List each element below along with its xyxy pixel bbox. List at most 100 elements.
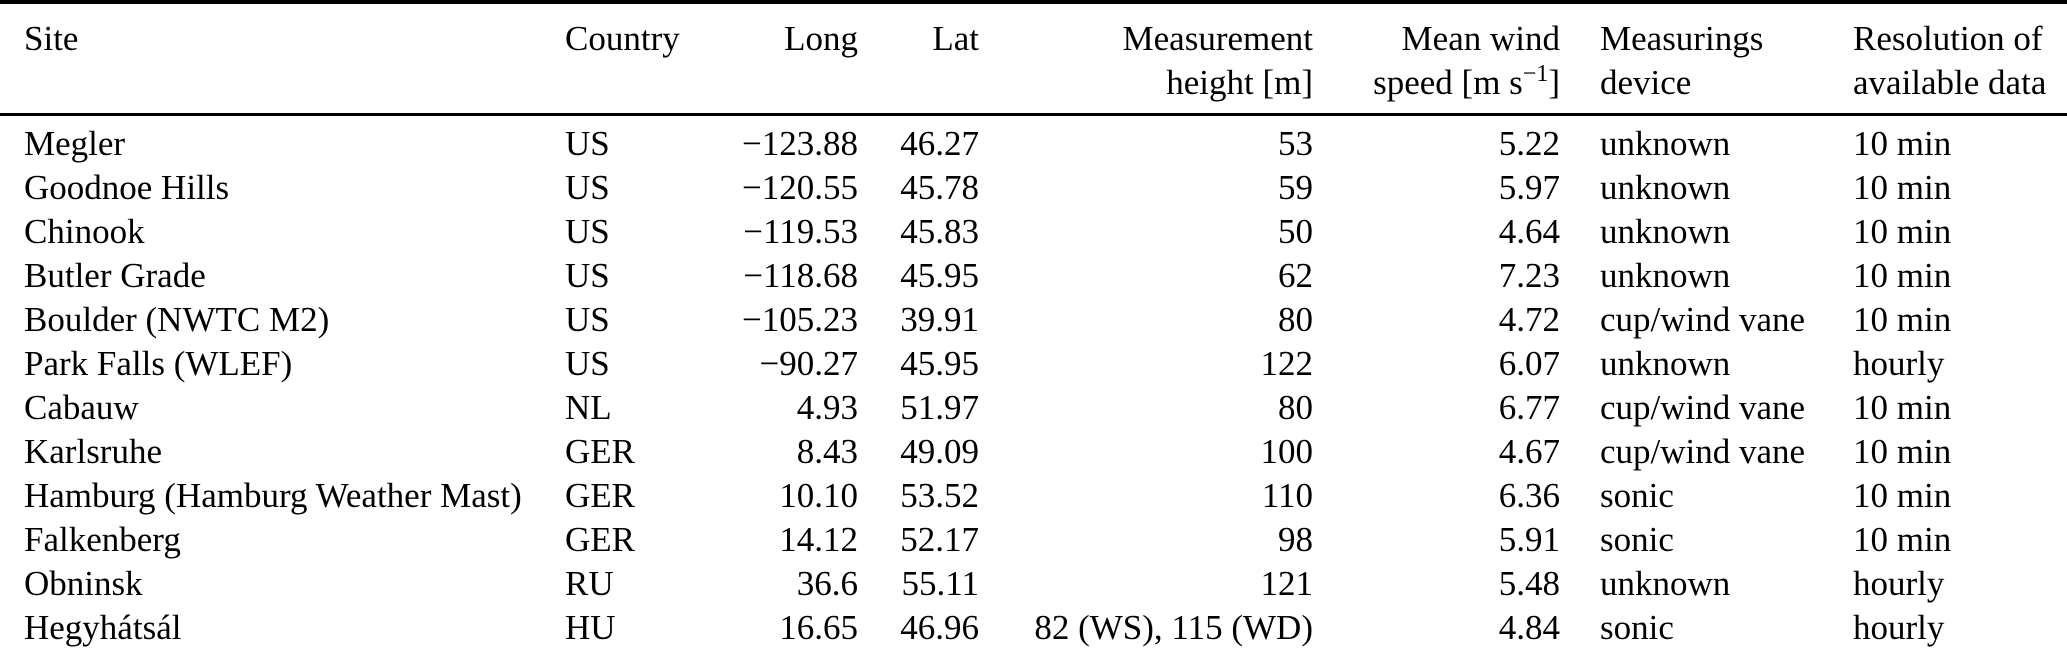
cell-device: cup/wind vane — [1600, 300, 1806, 339]
cell-device: unknown — [1600, 256, 1731, 295]
header-label-line1: Measurings — [1600, 19, 1764, 58]
cell-country: GER — [565, 520, 635, 559]
cell-site: Park Falls (WLEF) — [24, 344, 293, 383]
table-row: Park Falls (WLEF) US −90.27 45.95 122 6.07 unk… — [0, 342, 2067, 386]
cell-site: Falkenberg — [24, 520, 181, 559]
cell-lat: 55.11 — [901, 564, 979, 603]
cell-resolution: 10 min — [1853, 256, 1952, 295]
table-row: Chinook US −119.53 45.83 50 4.64 unknown 10 min — [0, 210, 2067, 254]
cell-lat: 52.17 — [900, 520, 979, 559]
cell-long: 8.43 — [796, 432, 858, 471]
header-label-line2: speed [m s−1] — [1313, 61, 1560, 109]
cell-resolution: 10 min — [1853, 520, 1952, 559]
cell-country: US — [565, 300, 610, 339]
cell-resolution: hourly — [1853, 344, 1945, 383]
header-label-line1: Mean wind — [1401, 19, 1560, 58]
table-row: Megler US −123.88 46.27 53 5.22 unknown 10 min — [0, 115, 2067, 167]
header-label-line2: height [m] — [1166, 63, 1313, 102]
cell-site: Goodnoe Hills — [24, 168, 230, 207]
header-label-line2: available data — [1853, 63, 2047, 102]
cell-country: US — [565, 344, 610, 383]
cell-device: sonic — [1600, 608, 1674, 647]
cell-lat: 49.09 — [900, 432, 979, 471]
cell-site: Obninsk — [24, 564, 143, 603]
speed-unit-superscript: −1 — [1522, 61, 1549, 87]
cell-long: 36.6 — [796, 564, 858, 603]
cell-height: 122 — [1260, 344, 1314, 383]
cell-lat: 53.52 — [900, 476, 979, 515]
column-header-mean-wind-speed: Mean wind speed [m s−1] — [1313, 2, 1560, 116]
cell-site: Butler Grade — [24, 256, 206, 295]
column-header-measurings-device: Measurings device — [1560, 2, 1853, 116]
cell-speed: 6.77 — [1498, 388, 1560, 427]
speed-unit-prefix: speed [m s — [1373, 63, 1523, 102]
cell-speed: 5.22 — [1498, 124, 1560, 163]
cell-speed: 4.72 — [1498, 300, 1560, 339]
cell-site: Karlsruhe — [24, 432, 163, 471]
cell-long: −119.53 — [743, 212, 858, 251]
header-label-line2: device — [1600, 63, 1692, 102]
column-header-country: Country — [547, 2, 719, 116]
cell-lat: 51.97 — [900, 388, 979, 427]
cell-lat: 45.95 — [900, 344, 979, 383]
cell-device: unknown — [1600, 124, 1731, 163]
table-row: Goodnoe Hills US −120.55 45.78 59 5.97 unknown… — [0, 166, 2067, 210]
cell-device: cup/wind vane — [1600, 432, 1806, 471]
cell-site: Hamburg (Hamburg Weather Mast) — [24, 476, 522, 515]
cell-lat: 45.83 — [900, 212, 979, 251]
cell-height: 80 — [1278, 300, 1313, 339]
cell-long: 4.93 — [796, 388, 858, 427]
cell-height: 82 (WS), 115 (WD) — [1034, 608, 1313, 647]
cell-country: GER — [565, 432, 635, 471]
cell-resolution: 10 min — [1853, 168, 1952, 207]
header-label: Long — [784, 19, 858, 58]
cell-device: sonic — [1600, 476, 1674, 515]
column-header-lat: Lat — [858, 2, 979, 116]
cell-height: 62 — [1278, 256, 1313, 295]
cell-height: 53 — [1278, 124, 1313, 163]
cell-device: unknown — [1600, 168, 1731, 207]
cell-long: −118.68 — [743, 256, 858, 295]
cell-lat: 45.95 — [900, 256, 979, 295]
cell-site: Boulder (NWTC M2) — [24, 300, 330, 339]
cell-resolution: 10 min — [1853, 476, 1952, 515]
cell-long: 14.12 — [779, 520, 858, 559]
header-label-line1: Resolution of — [1853, 19, 2043, 58]
cell-device: cup/wind vane — [1600, 388, 1806, 427]
table-row: Butler Grade US −118.68 45.95 62 7.23 unknown 1… — [0, 254, 2067, 298]
cell-resolution: 10 min — [1853, 432, 1952, 471]
cell-lat: 39.91 — [900, 300, 979, 339]
cell-country: RU — [565, 564, 614, 603]
cell-lat: 45.78 — [900, 168, 979, 207]
cell-long: −90.27 — [759, 344, 859, 383]
cell-height: 59 — [1278, 168, 1313, 207]
cell-device: unknown — [1600, 344, 1731, 383]
cell-country: US — [565, 124, 610, 163]
cell-long: 16.65 — [779, 608, 858, 647]
cell-speed: 6.36 — [1498, 476, 1560, 515]
cell-resolution: 10 min — [1853, 388, 1952, 427]
column-header-site: Site — [0, 2, 547, 116]
table-row: Cabauw NL 4.93 51.97 80 6.77 cup/wind vane 10 m… — [0, 386, 2067, 430]
cell-site: Chinook — [24, 212, 145, 251]
table-row: Falkenberg GER 14.12 52.17 98 5.91 sonic 10 min — [0, 518, 2067, 562]
cell-lat: 46.96 — [900, 608, 979, 647]
cell-site: Hegyhátsál — [24, 608, 182, 647]
cell-site: Cabauw — [24, 388, 139, 427]
cell-speed: 5.48 — [1498, 564, 1560, 603]
cell-resolution: hourly — [1853, 564, 1945, 603]
cell-country: NL — [565, 388, 612, 427]
cell-site: Megler — [24, 124, 126, 163]
cell-resolution: 10 min — [1853, 300, 1952, 339]
speed-unit-suffix: ] — [1548, 63, 1560, 102]
cell-long: −123.88 — [742, 124, 858, 163]
cell-height: 121 — [1260, 564, 1314, 603]
cell-device: unknown — [1600, 212, 1731, 251]
cell-country: US — [565, 256, 610, 295]
cell-height: 110 — [1261, 476, 1313, 515]
cell-device: unknown — [1600, 564, 1731, 603]
cell-height: 50 — [1278, 212, 1313, 251]
header-row: Site Country Long Lat Measurement height… — [0, 2, 2067, 116]
